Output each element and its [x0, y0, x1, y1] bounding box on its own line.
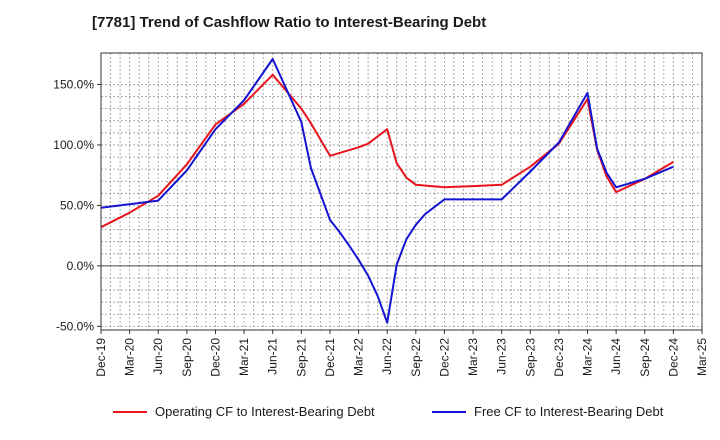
legend-swatch-free-cf	[432, 410, 466, 413]
y-tick-label: -50.0%	[56, 319, 94, 333]
y-tick-labels: -50.0% 0.0% 50.0% 100.0% 150.0%	[53, 77, 101, 333]
y-tick-label: 0.0%	[67, 259, 95, 273]
x-tick-label: Dec-19	[94, 338, 108, 377]
x-tick-label: Mar-22	[352, 338, 366, 376]
legend-swatch-operating-cf	[113, 410, 147, 413]
x-tick-label: Jun-24	[609, 338, 623, 375]
x-tick-label: Jun-21	[266, 338, 280, 375]
x-tick-label: Dec-22	[437, 338, 451, 377]
x-tick-labels: Dec-19 Mar-20 Jun-20 Sep-20 Dec-20 Mar-21 Jun-…	[94, 330, 709, 377]
y-tick-label: 100.0%	[53, 138, 94, 152]
x-tick-label: Jun-22	[380, 338, 394, 375]
x-tick-label: Dec-24	[666, 338, 680, 377]
plot-frame	[100, 52, 703, 331]
legend-item-free-cf: Free CF to Interest-Bearing Debt	[432, 404, 663, 419]
legend-item-operating-cf: Operating CF to Interest-Bearing Debt	[113, 404, 375, 419]
x-tick-label: Dec-21	[323, 338, 337, 377]
x-tick-label: Dec-20	[208, 338, 222, 377]
series-lines	[100, 58, 674, 324]
legend-label-free-cf: Free CF to Interest-Bearing Debt	[474, 404, 664, 419]
x-tick-label: Mar-24	[581, 338, 595, 376]
y-tick-label: 50.0%	[60, 198, 94, 212]
x-tick-label: Mar-20	[123, 338, 137, 376]
grid-lines	[100, 53, 703, 330]
x-tick-label: Sep-22	[409, 338, 423, 377]
x-tick-label: Dec-23	[552, 338, 566, 377]
x-tick-label: Mar-23	[466, 338, 480, 376]
x-tick-label: Sep-20	[180, 338, 194, 377]
x-tick-label: Sep-23	[523, 338, 537, 377]
chart-title: [7781] Trend of Cashflow Ratio to Intere…	[92, 14, 487, 31]
legend-label-operating-cf: Operating CF to Interest-Bearing Debt	[155, 404, 375, 419]
legend: Operating CF to Interest-Bearing Debt Fr…	[0, 404, 720, 426]
y-tick-label: 150.0%	[53, 77, 94, 91]
x-tick-label: Sep-24	[638, 338, 652, 377]
x-tick-label: Mar-21	[237, 338, 251, 376]
series-line-free-cf	[100, 58, 674, 324]
x-tick-label: Jun-20	[151, 338, 165, 375]
x-tick-label: Jun-23	[495, 338, 509, 375]
x-tick-label: Mar-25	[695, 338, 709, 376]
x-tick-label: Sep-21	[294, 338, 308, 377]
